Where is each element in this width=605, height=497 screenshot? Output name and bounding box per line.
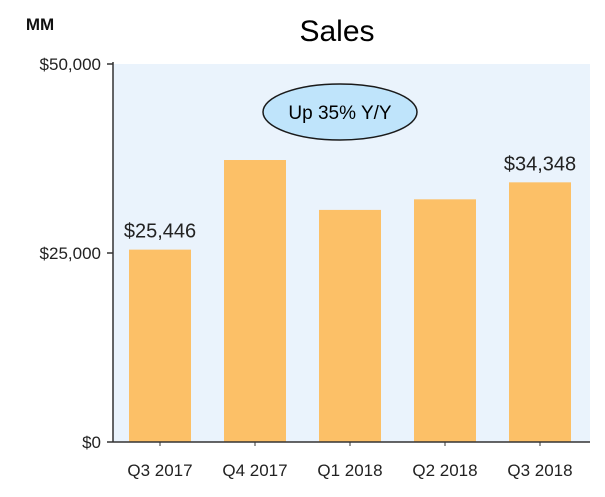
x-tick-label: Q3 2017 [127,461,192,480]
bar-q2-2018 [414,199,476,442]
x-tick-label: Q4 2017 [222,461,287,480]
x-tick-label: Q2 2018 [412,461,477,480]
data-label: $25,446 [124,221,196,243]
y-tick-label: $25,000 [40,244,101,263]
x-tick-label: Q3 2018 [507,461,572,480]
unit-label: MM [26,15,54,34]
y-tick-label: $0 [82,433,101,452]
callout-bubble [262,83,418,141]
data-label: $34,348 [504,153,576,175]
bar-q3-2018 [509,182,571,443]
callout-text: Up 35% Y/Y [288,103,391,124]
y-tick-label: $50,000 [40,55,101,74]
annotation-callout: Up 35% Y/Y [262,83,418,141]
x-tick-label: Q1 2018 [317,461,382,480]
bar-q4-2017 [224,160,286,442]
bar-q3-2017 [129,249,191,442]
chart-title: Sales [299,15,374,48]
bar-q1-2018 [319,209,381,442]
